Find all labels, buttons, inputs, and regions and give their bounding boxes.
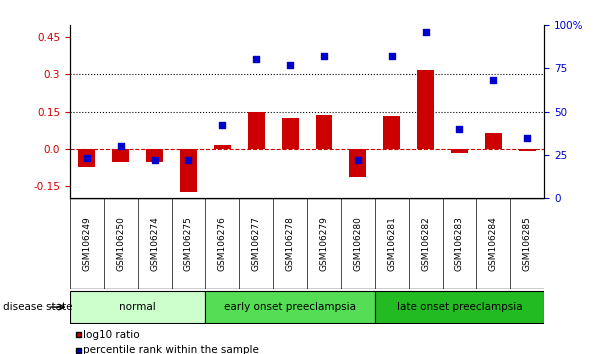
Bar <box>316 115 333 149</box>
Bar <box>485 133 502 149</box>
Bar <box>78 149 95 167</box>
Point <box>150 157 159 163</box>
Text: GSM106276: GSM106276 <box>218 216 227 271</box>
Point <box>488 78 498 83</box>
Point <box>353 157 363 163</box>
Point <box>387 53 396 59</box>
Text: GSM106274: GSM106274 <box>150 216 159 271</box>
Bar <box>417 70 434 149</box>
Point <box>522 135 532 140</box>
Text: disease state: disease state <box>3 302 72 312</box>
Bar <box>180 149 197 192</box>
Bar <box>383 116 400 149</box>
Text: log10 ratio: log10 ratio <box>83 330 139 339</box>
Point <box>421 29 430 35</box>
Text: GSM106283: GSM106283 <box>455 216 464 271</box>
Bar <box>214 145 231 149</box>
Point <box>251 57 261 62</box>
Text: GSM106284: GSM106284 <box>489 216 498 271</box>
Point <box>455 126 465 132</box>
Bar <box>375 291 544 323</box>
Bar <box>206 291 375 323</box>
Text: GSM106250: GSM106250 <box>116 216 125 271</box>
Bar <box>350 149 366 177</box>
Text: GSM106280: GSM106280 <box>353 216 362 271</box>
Text: GSM106278: GSM106278 <box>286 216 295 271</box>
Text: GSM106279: GSM106279 <box>319 216 328 271</box>
Point <box>116 143 126 149</box>
Text: percentile rank within the sample: percentile rank within the sample <box>83 346 258 354</box>
Point <box>319 53 329 59</box>
Bar <box>519 149 536 151</box>
Text: normal: normal <box>119 302 156 312</box>
Point <box>285 62 295 68</box>
Text: early onset preeclampsia: early onset preeclampsia <box>224 302 356 312</box>
Point <box>184 157 193 163</box>
Text: GSM106282: GSM106282 <box>421 216 430 271</box>
Text: GSM106275: GSM106275 <box>184 216 193 271</box>
Text: GSM106285: GSM106285 <box>523 216 532 271</box>
Point <box>218 122 227 128</box>
Bar <box>70 291 206 323</box>
Bar <box>112 149 129 162</box>
Text: GSM106281: GSM106281 <box>387 216 396 271</box>
Text: GSM106249: GSM106249 <box>82 216 91 271</box>
Bar <box>146 149 163 162</box>
Text: late onset preeclampsia: late onset preeclampsia <box>396 302 522 312</box>
Text: GSM106277: GSM106277 <box>252 216 261 271</box>
Bar <box>282 118 299 149</box>
Point <box>82 155 92 161</box>
Bar <box>248 112 264 149</box>
Bar <box>451 149 468 153</box>
